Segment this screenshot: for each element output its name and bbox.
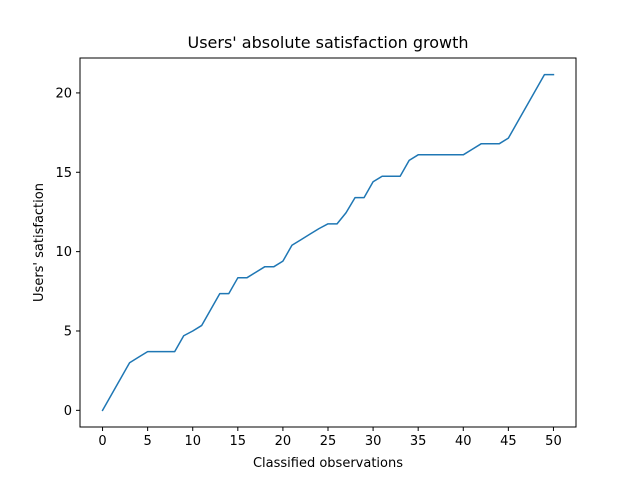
x-axis-label: Classified observations <box>253 456 403 471</box>
y-tick-label: 0 <box>64 404 72 419</box>
plot-area <box>80 58 576 427</box>
x-tick-label: 20 <box>275 434 292 449</box>
chart-title: Users' absolute satisfaction growth <box>188 33 469 52</box>
x-tick-label: 30 <box>365 434 382 449</box>
x-tick-label: 0 <box>98 434 106 449</box>
plot-frame <box>79 57 577 428</box>
x-tick-label: 35 <box>410 434 427 449</box>
x-tick-label: 5 <box>143 434 151 449</box>
y-axis-ticks: 0 5 10 15 20 <box>55 86 80 419</box>
series-line-0 <box>101 73 555 412</box>
y-tick-label: 15 <box>55 166 72 181</box>
x-tick-label: 40 <box>455 434 472 449</box>
y-tick-label: 5 <box>64 324 72 339</box>
y-tick-label: 20 <box>55 86 72 101</box>
x-tick-label: 10 <box>184 434 201 449</box>
x-tick-label: 25 <box>320 434 337 449</box>
series-layer <box>101 73 555 412</box>
y-axis-label: Users' satisfaction <box>32 183 47 302</box>
x-tick-label: 50 <box>545 434 562 449</box>
x-axis-ticks: 0 5 10 15 20 25 30 35 40 45 50 <box>98 427 562 449</box>
x-tick-label: 45 <box>500 434 517 449</box>
x-tick-label: 15 <box>230 434 247 449</box>
y-tick-label: 10 <box>55 245 72 260</box>
